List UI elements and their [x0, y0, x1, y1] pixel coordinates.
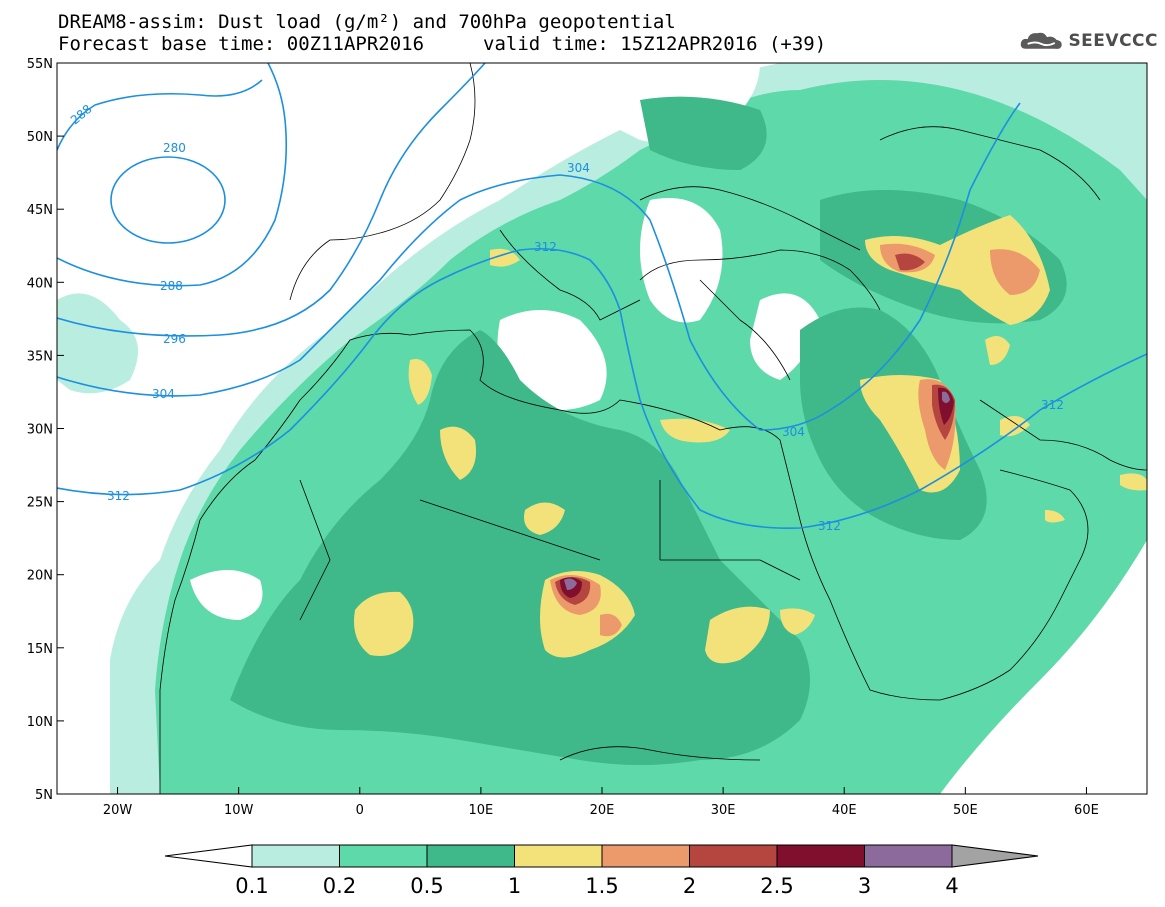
contour-label: 312	[534, 240, 557, 254]
colorbar-tick-label: 0.1	[235, 874, 268, 898]
lat-tick-label: 25N	[27, 496, 53, 511]
map-title: DREAM8-assim: Dust load (g/m²) and 700hP…	[58, 11, 676, 33]
contour-label: 280	[163, 141, 186, 155]
dust-contour-3	[564, 391, 950, 590]
colorbar-tick-label: 0.2	[323, 874, 356, 898]
colorbar-segment	[601, 844, 690, 868]
lon-tick-label: 50E	[953, 803, 978, 818]
colorbar-segment	[776, 844, 865, 868]
geopotential-labels: 288 280 288 296 304 304 312 304 312 312 …	[68, 102, 1064, 533]
colorbar-tick-label: 4	[945, 874, 958, 898]
contour-label: 304	[567, 161, 590, 175]
colorbar-under-triangle	[164, 844, 253, 868]
colorbar-tick-label: 2	[683, 874, 696, 898]
longitude-axis: 20W 10W 0 10E 20E 30E 40E 50E 60E	[103, 787, 1099, 818]
forecast-base-time: Forecast base time: 00Z11APR2016	[58, 33, 425, 55]
colorbar-segment	[514, 844, 603, 868]
geopotential-contours	[57, 63, 1147, 529]
geopotential-288-line-a	[57, 79, 263, 151]
cloud-icon	[1020, 32, 1062, 49]
lon-tick-label: 30E	[711, 803, 736, 818]
colorbar-tick-label: 2.5	[760, 874, 793, 898]
lat-tick-label: 35N	[27, 349, 53, 364]
lat-tick-label: 10N	[27, 715, 53, 730]
colorbar-tick-label: 0.5	[410, 874, 443, 898]
contour-label: 288	[160, 279, 183, 293]
lat-tick-label: 50N	[27, 130, 53, 145]
lat-tick-label: 15N	[27, 642, 53, 657]
valid-time: valid time: 15Z12APR2016 (+39)	[483, 33, 827, 55]
lat-tick-label: 45N	[27, 203, 53, 218]
contour-label: 312	[107, 489, 130, 503]
lon-tick-label: 10W	[224, 803, 254, 818]
lon-tick-label: 0	[356, 803, 364, 818]
colorbar-segment	[689, 844, 778, 868]
map-subtitle: Forecast base time: 00Z11APR2016 valid ti…	[58, 33, 826, 55]
geopotential-296-line	[57, 63, 486, 337]
dust-contour-0.5	[230, 330, 810, 765]
colorbar-segment	[339, 844, 428, 868]
lat-tick-label: 40N	[27, 276, 53, 291]
logo-text: SEEVCCC	[1068, 31, 1158, 51]
geopotential-280-line	[110, 156, 226, 244]
geopotential-312-line	[57, 247, 1147, 529]
lon-tick-label: 40E	[832, 803, 857, 818]
colorbar-segment	[426, 844, 515, 868]
contour-label: 296	[163, 332, 186, 346]
lon-tick-label: 10E	[469, 803, 494, 818]
colorbar-tick-label: 3	[858, 874, 871, 898]
colorbar-segment	[251, 844, 340, 868]
lon-tick-label: 60E	[1074, 803, 1099, 818]
contour-label: 312	[818, 519, 841, 533]
colorbar-tick-label: 1	[508, 874, 521, 898]
lat-tick-label: 20N	[27, 569, 53, 584]
lon-tick-label: 20E	[590, 803, 615, 818]
colorbar: 0.1 0.2 0.5 1 1.5 2 2.5 3 4	[164, 844, 1039, 898]
lat-tick-label: 5N	[35, 788, 53, 803]
contour-label: 312	[1041, 398, 1064, 412]
contour-label: 304	[152, 387, 175, 401]
lat-tick-label: 30N	[27, 423, 53, 438]
latitude-axis: 55N 50N 45N 40N 35N 30N 25N 20N 15N 10N 5N	[27, 57, 64, 803]
colorbar-over-triangle	[951, 844, 1039, 868]
geopotential-288-line-b	[57, 63, 288, 287]
colorbar-segment	[864, 844, 953, 868]
dust-load-field: 288 280 288 296 304 304 312 304 312 312 …	[57, 63, 1147, 794]
lat-tick-label: 55N	[27, 57, 53, 72]
colorbar-tick-label: 1.5	[585, 874, 618, 898]
geopotential-304-line	[57, 102, 1021, 431]
contour-label: 304	[782, 425, 805, 439]
lon-tick-label: 20W	[103, 803, 133, 818]
seevccc-logo: SEEVCCC	[1018, 26, 1158, 56]
